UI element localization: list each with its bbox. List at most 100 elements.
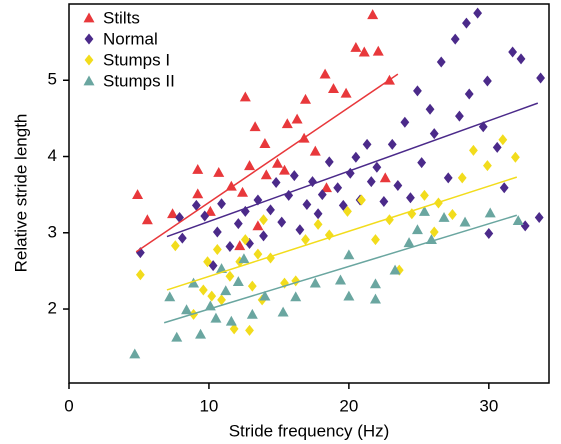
point [455,110,464,122]
point [225,180,237,191]
point [462,17,471,29]
point [403,237,415,248]
legend-label: Normal [103,29,158,48]
point [343,205,352,217]
point [343,290,355,301]
point [195,328,207,339]
point [498,134,508,146]
point [300,93,312,104]
point [129,348,141,359]
point [484,228,494,240]
point [239,91,251,102]
point [204,205,216,216]
point [418,205,430,216]
point [413,85,422,97]
point [301,234,310,246]
point [260,169,272,180]
point [536,72,546,84]
point [492,141,502,153]
point [457,172,467,184]
point [212,244,222,256]
point [141,214,153,225]
point [379,172,391,183]
point [512,215,524,225]
point [188,277,200,288]
point [245,324,254,336]
point [289,170,299,182]
point [372,45,384,56]
y-tick-label: 4 [48,146,57,165]
point [343,249,355,260]
point [212,226,222,238]
point [200,210,210,222]
point [225,270,235,282]
point [213,167,225,177]
point [372,161,382,173]
point [135,269,145,281]
point [191,199,201,211]
point [520,220,530,232]
point [484,207,496,218]
point [259,290,271,301]
point [247,280,257,292]
point [309,277,321,288]
point [216,263,228,274]
x-tick-label: 30 [479,396,498,415]
point [135,247,145,259]
point [387,138,397,150]
point [429,226,439,238]
point [279,164,291,175]
point [238,253,250,264]
point [234,240,246,251]
fit-line [166,176,518,291]
point [417,157,427,169]
point [516,53,526,65]
point [425,103,435,115]
point [450,33,460,45]
point [272,157,284,168]
point [350,41,362,52]
y-tick-label: 5 [48,70,57,89]
point [308,176,317,188]
point [436,56,446,68]
point [459,216,471,227]
point [429,128,439,140]
point [411,224,423,235]
point [291,275,301,287]
x-axis-label: Stride frequency (Hz) [229,421,390,440]
point [244,160,256,171]
point [394,264,404,276]
point [177,232,187,244]
point [175,212,184,224]
point [302,199,312,211]
plot-frame [68,3,550,384]
legend-label: Stilts [103,8,140,27]
point [225,240,235,252]
point [259,138,271,148]
point [351,151,361,163]
point [281,118,293,129]
point [217,198,226,210]
point [232,276,244,286]
x-tick-label: 20 [339,396,358,415]
point [379,196,389,208]
point [192,188,204,199]
point [229,323,239,335]
point [277,306,289,317]
point [237,186,249,197]
point [246,308,258,319]
point [362,138,372,150]
legend-marker [83,12,95,23]
point [252,220,264,231]
point [400,116,410,128]
point [464,88,474,100]
point [240,205,250,217]
point [164,291,176,302]
point [249,121,261,132]
y-tick-label: 3 [48,222,57,241]
legend-marker [83,75,95,86]
x-tick-label: 10 [199,396,218,415]
point [167,208,179,219]
point [233,218,243,230]
point [334,274,346,285]
